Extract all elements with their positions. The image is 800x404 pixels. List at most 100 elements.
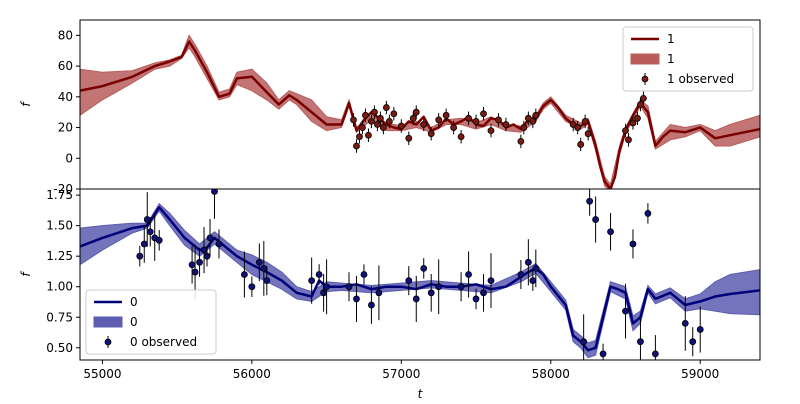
data-point bbox=[637, 338, 644, 346]
data-point bbox=[442, 111, 450, 119]
data-point bbox=[517, 271, 525, 278]
data-point bbox=[577, 141, 585, 148]
data-point bbox=[308, 277, 316, 285]
legend-label: 0 observed bbox=[130, 335, 197, 349]
data-point bbox=[188, 261, 196, 269]
data-point bbox=[260, 264, 268, 272]
data-point bbox=[248, 283, 256, 291]
data-point bbox=[365, 131, 372, 139]
data-point bbox=[353, 295, 360, 303]
data-point bbox=[155, 236, 163, 244]
legend-top: 1 1 1 observed bbox=[622, 26, 754, 92]
data-point bbox=[465, 114, 472, 122]
data-point bbox=[320, 289, 328, 297]
data-point bbox=[634, 114, 641, 122]
data-point bbox=[622, 127, 629, 135]
y-tick-label: 0.75 bbox=[46, 310, 73, 324]
data-point bbox=[532, 111, 540, 119]
y-tick-label: 0.50 bbox=[46, 341, 73, 355]
data-point bbox=[350, 116, 357, 124]
data-point bbox=[435, 283, 443, 291]
data-point bbox=[143, 216, 151, 223]
y-tick-label: 1.50 bbox=[46, 219, 73, 233]
y-tick-label: 40 bbox=[58, 90, 73, 104]
data-point bbox=[255, 258, 263, 266]
line-top bbox=[80, 40, 760, 189]
data-point bbox=[371, 108, 378, 116]
data-point bbox=[435, 116, 443, 124]
data-point bbox=[472, 118, 480, 125]
data-point bbox=[362, 111, 369, 119]
data-point bbox=[644, 210, 652, 217]
y-tick-label: 20 bbox=[58, 121, 73, 135]
data-point bbox=[487, 127, 495, 135]
data-point bbox=[472, 295, 480, 303]
data-point bbox=[420, 264, 428, 272]
data-point bbox=[412, 295, 420, 303]
legend-box bbox=[85, 289, 217, 355]
data-point bbox=[409, 114, 417, 122]
data-point bbox=[622, 307, 629, 315]
data-point bbox=[487, 277, 495, 285]
legend-label: 1 bbox=[667, 32, 675, 46]
data-point bbox=[196, 258, 203, 266]
x-tick-label: 59000 bbox=[681, 367, 719, 381]
data-point bbox=[405, 134, 413, 142]
y-tick-label: 1.75 bbox=[46, 188, 73, 202]
data-point bbox=[625, 136, 632, 144]
data-point bbox=[581, 118, 589, 125]
y-tick-label: 1.00 bbox=[46, 280, 73, 294]
data-point bbox=[215, 240, 223, 248]
data-point bbox=[412, 108, 420, 116]
x-tick-label: 56000 bbox=[233, 367, 271, 381]
data-point bbox=[206, 234, 214, 242]
data-point bbox=[689, 338, 697, 346]
data-point bbox=[203, 252, 211, 260]
data-point bbox=[345, 283, 353, 291]
data-point bbox=[368, 118, 375, 125]
data-point bbox=[385, 118, 393, 125]
x-tick-label: 55000 bbox=[83, 367, 121, 381]
data-point bbox=[457, 283, 465, 291]
legend-box bbox=[622, 26, 754, 92]
data-point bbox=[140, 240, 148, 248]
data-point bbox=[480, 289, 487, 297]
data-point bbox=[696, 326, 704, 333]
data-point bbox=[450, 124, 458, 131]
data-point bbox=[529, 118, 537, 125]
data-point bbox=[263, 277, 271, 285]
legend-label: 0 bbox=[130, 315, 138, 329]
data-point bbox=[502, 121, 510, 128]
data-point bbox=[517, 137, 525, 145]
y-tick-label: 1.25 bbox=[46, 249, 73, 263]
data-point bbox=[584, 130, 592, 138]
data-point bbox=[323, 283, 330, 291]
data-point bbox=[146, 228, 154, 236]
legend-label: 1 observed bbox=[667, 72, 734, 86]
data-point bbox=[240, 271, 248, 278]
data-point bbox=[420, 121, 428, 128]
data-point bbox=[356, 133, 363, 141]
data-point bbox=[640, 94, 647, 102]
data-point bbox=[315, 271, 323, 278]
data-point bbox=[607, 228, 614, 236]
data-point bbox=[681, 319, 689, 327]
legend-label: 1 bbox=[667, 52, 675, 66]
data-point bbox=[427, 130, 435, 138]
data-point bbox=[353, 142, 360, 150]
data-point bbox=[405, 277, 413, 285]
y-tick-label: 80 bbox=[58, 28, 73, 42]
line-bottom bbox=[80, 206, 760, 352]
data-point bbox=[651, 350, 659, 358]
data-point bbox=[586, 197, 594, 205]
legend-swatch-band bbox=[630, 53, 660, 65]
data-point bbox=[580, 338, 588, 346]
y-axis-label: f bbox=[19, 271, 33, 277]
data-point bbox=[629, 119, 637, 127]
band-top bbox=[80, 34, 760, 189]
data-point bbox=[529, 277, 537, 285]
data-point bbox=[574, 124, 582, 131]
data-point bbox=[465, 271, 472, 278]
x-axis-label: t bbox=[418, 387, 424, 400]
